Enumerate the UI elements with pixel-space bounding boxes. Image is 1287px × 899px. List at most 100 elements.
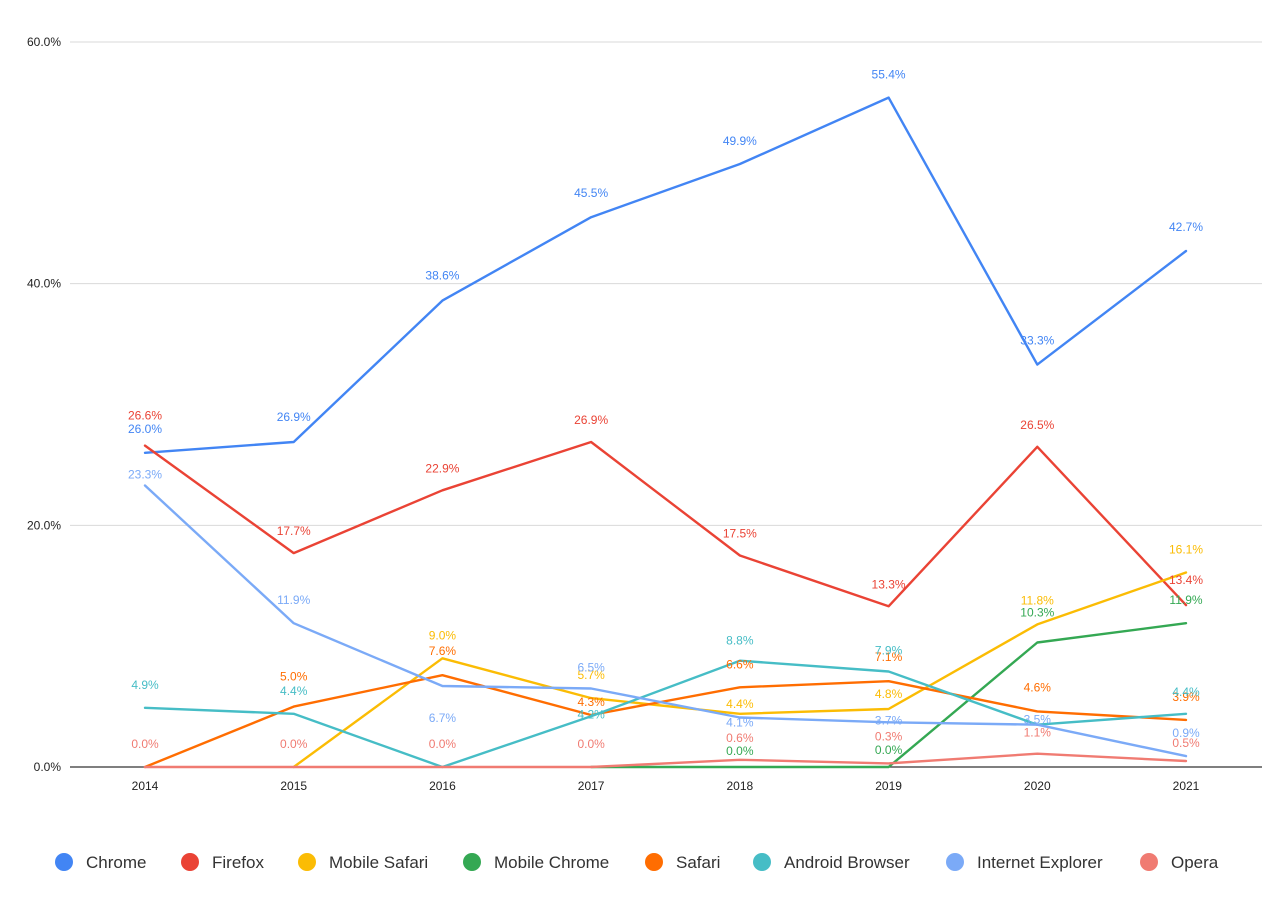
legend-marker — [1140, 853, 1158, 871]
legend-marker — [298, 853, 316, 871]
data-label: 11.9% — [277, 593, 310, 607]
data-label: 13.4% — [1169, 573, 1203, 587]
data-label: 23.3% — [128, 467, 162, 481]
data-label: 5.0% — [280, 670, 308, 684]
data-label: 3.7% — [875, 713, 903, 727]
data-label: 22.9% — [425, 461, 459, 475]
data-label: 13.3% — [872, 577, 906, 591]
data-label: 42.7% — [1169, 220, 1203, 234]
data-label: 7.1% — [875, 650, 903, 664]
legend-label: Mobile Safari — [329, 853, 428, 872]
data-label: 4.3% — [577, 695, 605, 709]
data-label: 0.0% — [429, 737, 457, 751]
series-lines — [143, 96, 1188, 769]
x-axis: 2014 2015 2016 2017 2018 2019 2020 2021 — [132, 779, 1200, 793]
data-label: 45.5% — [574, 186, 608, 200]
data-label: 26.5% — [1020, 418, 1054, 432]
data-label: 6.6% — [726, 657, 754, 671]
data-label: 4.6% — [1024, 680, 1052, 694]
data-label: 0.0% — [280, 737, 308, 751]
data-label: 4.4% — [726, 697, 754, 711]
legend-item[interactable]: Safari — [645, 853, 720, 872]
legend-marker — [753, 853, 771, 871]
legend-label: Chrome — [86, 853, 146, 872]
data-label: 0.0% — [875, 743, 903, 757]
x-tick-label: 2020 — [1024, 779, 1051, 793]
legend-item[interactable]: Internet Explorer — [946, 853, 1103, 872]
x-tick-label: 2021 — [1173, 779, 1200, 793]
data-label: 17.5% — [723, 527, 757, 541]
y-axis: 0.0% 20.0% 40.0% 60.0% — [27, 35, 61, 774]
data-labels: 26.0% 26.9% 38.6% 45.5% 49.9% 55.4% 33.3% 42.7%… — [128, 68, 1203, 758]
data-label: 4.2% — [577, 707, 605, 721]
data-label: 7.6% — [429, 644, 457, 658]
data-label: 17.7% — [277, 524, 311, 538]
data-label: 4.4% — [280, 684, 308, 698]
legend-marker — [55, 853, 73, 871]
x-tick-label: 2015 — [280, 779, 307, 793]
series-line-mobile-chrome — [589, 622, 1188, 769]
series-line-android-browser — [143, 659, 1188, 769]
data-label: 4.4% — [1172, 685, 1200, 699]
legend-label: Android Browser — [784, 853, 910, 872]
data-label: 8.8% — [726, 634, 754, 648]
legend-item[interactable]: Mobile Chrome — [463, 853, 609, 872]
data-label: 26.0% — [128, 422, 162, 436]
legend-item[interactable]: Firefox — [181, 853, 264, 872]
legend-label: Opera — [1171, 853, 1219, 872]
series-line-firefox — [143, 440, 1188, 608]
data-label: 0.6% — [726, 731, 754, 745]
series-line-chrome — [143, 96, 1188, 454]
data-label: 3.9% — [1172, 690, 1200, 704]
data-label: 16.1% — [1169, 542, 1203, 556]
legend-item[interactable]: Opera — [1140, 853, 1219, 872]
data-label: 4.1% — [726, 715, 754, 729]
legend-label: Safari — [676, 853, 720, 872]
series-line-opera — [143, 752, 1188, 769]
data-label: 10.3% — [1020, 606, 1054, 620]
data-label: 49.9% — [723, 134, 757, 148]
legend-label: Firefox — [212, 853, 264, 872]
data-label: 33.3% — [1020, 334, 1054, 348]
legend-marker — [946, 853, 964, 871]
x-tick-label: 2018 — [727, 779, 754, 793]
data-label: 26.6% — [128, 409, 162, 423]
legend-item[interactable]: Mobile Safari — [298, 853, 428, 872]
data-label: 4.8% — [875, 687, 903, 701]
data-label: 7.9% — [875, 644, 903, 658]
legend: Chrome Firefox Mobile Safari Mobile Chrome S… — [55, 853, 1219, 872]
data-label: 1.1% — [1024, 726, 1052, 740]
legend-label: Internet Explorer — [977, 853, 1103, 872]
data-label: 0.9% — [1172, 726, 1200, 740]
legend-marker — [181, 853, 199, 871]
data-label: 0.0% — [726, 744, 754, 758]
y-tick-label: 0.0% — [34, 760, 62, 774]
data-label: 0.0% — [131, 737, 159, 751]
legend-item[interactable]: Chrome — [55, 853, 146, 872]
x-tick-label: 2017 — [578, 779, 605, 793]
data-label: 55.4% — [872, 68, 906, 82]
data-label: 26.9% — [574, 413, 608, 427]
data-label: 5.7% — [577, 668, 605, 682]
legend-marker — [463, 853, 481, 871]
data-label: 11.8% — [1021, 593, 1054, 607]
y-tick-label: 20.0% — [27, 518, 61, 532]
data-label: 0.5% — [1172, 736, 1200, 750]
series-line-internet-explorer — [143, 484, 1188, 758]
gridlines — [70, 41, 1262, 768]
data-label: 11.9% — [1169, 593, 1202, 607]
y-tick-label: 60.0% — [27, 35, 61, 49]
x-tick-label: 2019 — [875, 779, 902, 793]
data-label: 9.0% — [429, 628, 457, 642]
series-line-mobile-safari — [292, 571, 1188, 769]
data-label: 4.9% — [131, 678, 159, 692]
x-tick-label: 2014 — [132, 779, 159, 793]
y-tick-label: 40.0% — [27, 277, 61, 291]
data-label: 6.5% — [577, 660, 605, 674]
series-line-safari — [143, 674, 1188, 769]
data-label: 3.5% — [1024, 713, 1052, 727]
legend-item[interactable]: Android Browser — [753, 853, 910, 872]
data-label: 38.6% — [425, 269, 459, 283]
